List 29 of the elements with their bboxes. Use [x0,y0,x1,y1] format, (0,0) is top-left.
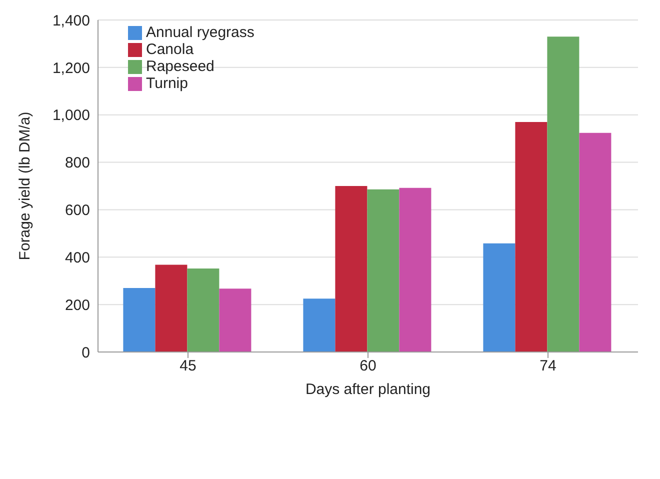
y-axis-title: Forage yield (lb DM/a) [16,112,34,260]
y-tick-label: 400 [64,249,90,266]
legend-label: Turnip [146,75,188,92]
legend-label: Canola [146,41,194,58]
legend-label: Rapeseed [146,58,214,75]
bar [515,122,548,352]
bar [187,268,220,352]
y-tick-label: 1,200 [52,60,90,77]
bar [155,264,188,352]
y-tick-label: 1,400 [52,12,90,30]
bar [547,36,580,352]
x-tick-label: 74 [540,358,556,375]
x-tick-label: 45 [180,358,196,375]
x-axis-title: Days after planting [305,381,431,398]
bar [123,288,156,352]
bar [367,189,400,352]
bar [399,188,432,352]
y-tick-label: 800 [64,154,90,172]
y-tick-label: 200 [64,296,90,314]
legend-label: Annual ryegrass [146,24,254,41]
y-tick-label: 1,000 [52,107,90,124]
bar [219,288,252,352]
bar [483,243,516,352]
bar [579,132,612,352]
bar [335,186,368,352]
y-tick-label: 0 [82,344,90,362]
bar [303,298,336,352]
y-tick-label: 600 [64,202,90,220]
x-tick-label: 60 [360,358,376,375]
